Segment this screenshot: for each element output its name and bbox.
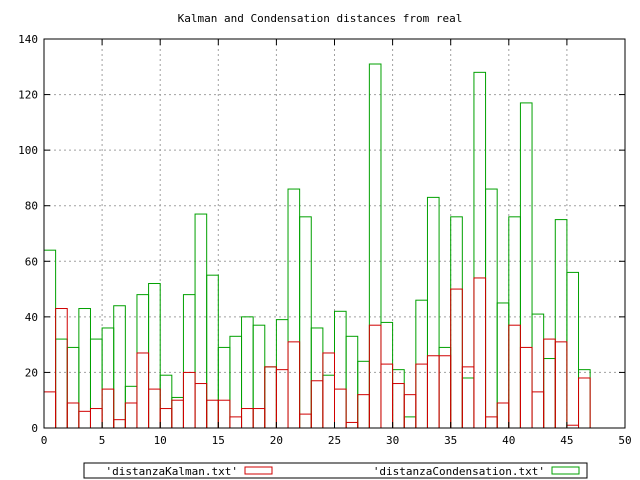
legend-label-condensation: 'distanzaCondensation.txt' [373, 465, 545, 478]
x-tick-label: 0 [41, 434, 48, 447]
x-tick-label: 50 [618, 434, 631, 447]
x-tick-label: 30 [386, 434, 399, 447]
x-tick-label: 35 [444, 434, 457, 447]
x-tick-label: 25 [328, 434, 341, 447]
x-tick-label: 20 [270, 434, 283, 447]
y-tick-label: 120 [18, 89, 38, 102]
y-tick-label: 20 [25, 366, 38, 379]
y-tick-label: 100 [18, 144, 38, 157]
axis-ticks: 0 20 40 60 80 100 120 140 0 5 10 15 20 25 30 35 40 45 50 [18, 33, 632, 447]
legend: 'distanzaKalman.txt' 'distanzaCondensati… [83, 462, 588, 479]
y-tick-label: 0 [31, 422, 38, 435]
x-tick-label: 45 [560, 434, 573, 447]
legend-swatch-condensation [551, 466, 580, 475]
legend-label-kalman: 'distanzaKalman.txt' [106, 465, 238, 478]
x-tick-label: 40 [502, 434, 515, 447]
y-tick-label: 40 [25, 311, 38, 324]
y-tick-label: 60 [25, 255, 38, 268]
legend-box [83, 462, 588, 479]
x-tick-label: 10 [154, 434, 167, 447]
y-tick-label: 140 [18, 33, 38, 46]
x-tick-label: 15 [212, 434, 225, 447]
y-tick-label: 80 [25, 200, 38, 213]
chart-title: Kalman and Condensation distances from r… [178, 12, 463, 25]
legend-swatch-kalman [244, 466, 273, 475]
x-tick-label: 5 [99, 434, 106, 447]
